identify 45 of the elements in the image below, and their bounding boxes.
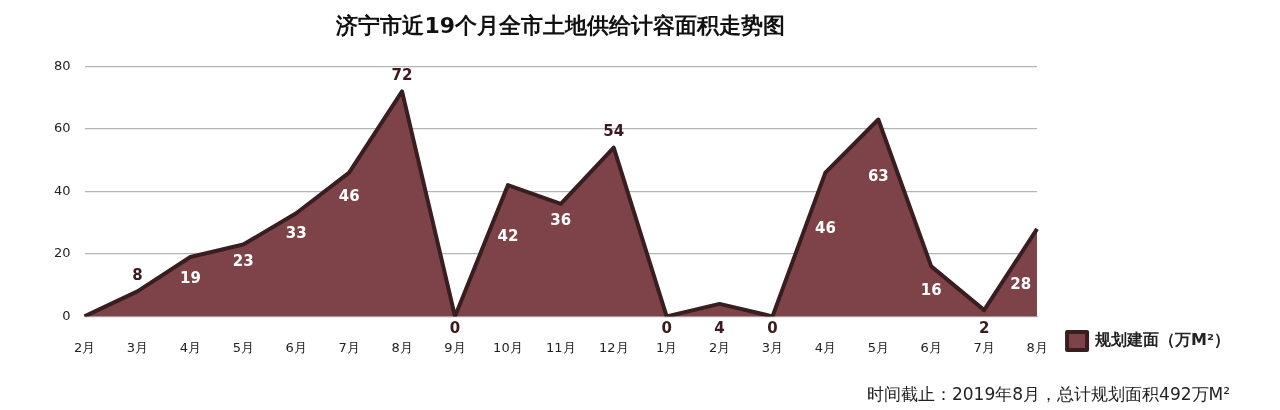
data-label: 8 (132, 265, 143, 284)
data-label: 46 (338, 186, 360, 205)
data-label: 19 (179, 269, 201, 288)
x-tick-label: 1月 (656, 339, 678, 355)
data-label: 36 (550, 211, 572, 230)
x-tick-label: 6月 (920, 339, 942, 355)
chart-title: 济宁市近19个月全市土地供给计容面积走势图 (335, 12, 786, 38)
data-label: 0 (449, 318, 461, 337)
data-label: 28 (1010, 274, 1032, 293)
x-tick-label: 2月 (708, 339, 731, 355)
data-label: 63 (867, 166, 889, 185)
x-tick-label: 5月 (232, 339, 254, 355)
y-tick-label: 40 (54, 182, 71, 198)
data-label: 0 (767, 318, 778, 337)
x-tick-label: 2月 (73, 339, 96, 355)
x-tick-label: 4月 (814, 339, 837, 355)
x-tick-label: 7月 (338, 339, 360, 355)
data-label: 42 (497, 227, 519, 246)
data-label: 72 (391, 65, 413, 84)
x-tick-label: 9月 (444, 339, 466, 355)
x-tick-label: 10月 (493, 339, 523, 355)
x-tick-label: 4月 (179, 339, 202, 355)
data-label: 0 (661, 318, 672, 337)
legend-label: 规划建面（万M²） (1094, 330, 1231, 350)
x-tick-label: 5月 (867, 339, 889, 355)
data-label: 23 (232, 251, 254, 270)
data-label: 4 (714, 318, 725, 337)
y-tick-label: 0 (62, 307, 71, 323)
y-tick-label: 20 (54, 245, 71, 261)
x-tick-label: 3月 (126, 339, 149, 355)
data-label: 54 (603, 122, 625, 141)
text: 时间截止：2019年8月，总计规划面积492万M² (866, 383, 1230, 404)
x-tick-label: 7月 (973, 339, 995, 355)
data-label: 46 (814, 218, 836, 237)
x-tick-label: 8月 (391, 339, 413, 355)
x-tick-label: 3月 (761, 339, 784, 355)
x-tick-label: 12月 (598, 339, 629, 355)
x-tick-label: 6月 (285, 339, 307, 355)
x-tick-label: 8月 (1026, 339, 1048, 355)
y-tick-label: 60 (54, 120, 71, 136)
data-label: 33 (285, 224, 307, 243)
data-label: 16 (920, 281, 942, 300)
y-tick-label: 80 (54, 57, 71, 73)
x-tick-label: 11月 (546, 339, 576, 355)
data-label: 2 (978, 318, 990, 337)
